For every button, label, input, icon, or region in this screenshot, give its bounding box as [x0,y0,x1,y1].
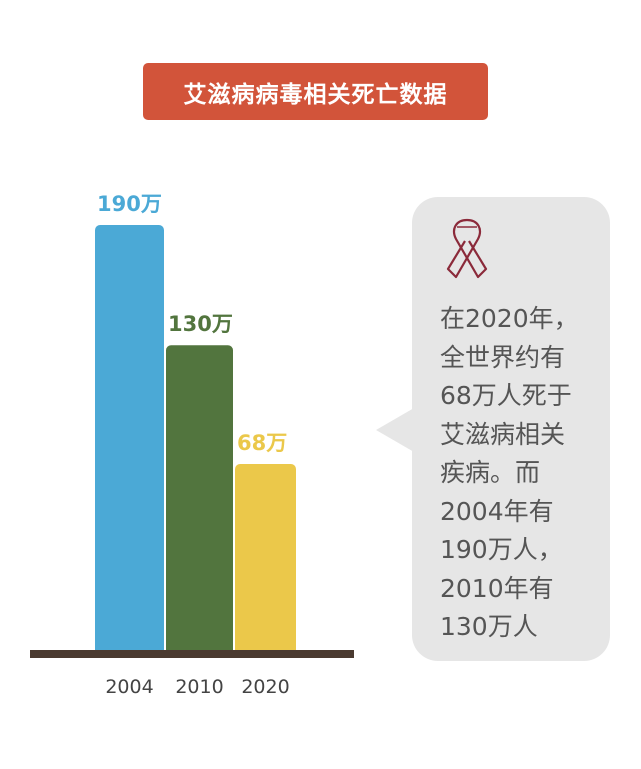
x-axis-baseline [30,650,354,658]
callout-pointer [376,408,414,452]
data-label: 190万 [97,192,162,216]
callout-line: 在2020年， [440,304,579,333]
bar-2004 [95,225,164,656]
awareness-ribbon-icon [446,218,488,279]
data-label: 130万 [168,312,233,336]
callout-line: 全世界约有 [440,342,566,372]
chart-title: 艾滋病病毒相关死亡数据 [143,63,488,120]
callout-line: 130万人 [440,612,538,641]
callout-line: 2004年有 [440,496,554,526]
callout-line: 2010年有 [440,573,554,603]
x-tick-label: 2010 [175,676,223,698]
data-label: 68万 [237,431,287,455]
callout-line: 68万人死于 [440,381,572,410]
callout-line: 艾滋病相关 [440,419,566,449]
callout-text: 在2020年， 全世界约有 68万人死于 艾滋病相关疾病。而 2004年有 190万人， 2… [440,300,605,647]
x-tick-label: 2020 [241,676,289,698]
callout-line: 190万人， [440,535,563,564]
callout-bubble [412,197,610,661]
callout-line: 疾病。而 [440,458,541,487]
x-tick-label: 2004 [105,676,153,698]
bar-2020 [235,464,296,656]
bar-2010 [166,345,233,656]
